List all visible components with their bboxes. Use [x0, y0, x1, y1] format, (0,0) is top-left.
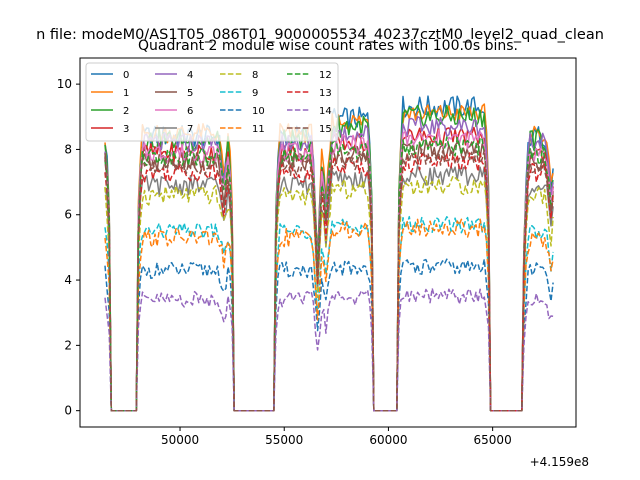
legend-label-11: 11 [252, 124, 265, 135]
legend-label-15: 15 [319, 124, 332, 135]
legend-label-5: 5 [187, 88, 193, 99]
y-axis: 0 2 4 6 8 10 [57, 77, 80, 418]
legend-label-14: 14 [319, 106, 332, 117]
legend-frame [85, 62, 339, 142]
legend-label-12: 12 [319, 70, 332, 81]
x-axis-offset-label: +4.159e8 [530, 455, 589, 469]
series-line-15 [104, 148, 554, 412]
series-line-10 [104, 258, 554, 412]
legend-label-6: 6 [187, 106, 193, 117]
legend-label-4: 4 [187, 70, 193, 81]
y-tick-label: 0 [64, 404, 72, 418]
legend-label-7: 7 [187, 124, 193, 135]
series-line-11 [104, 218, 554, 412]
series-line-7 [104, 165, 554, 412]
x-tick-label: 50000 [161, 433, 199, 447]
x-axis: 50000 55000 60000 65000 [161, 427, 512, 447]
legend-label-0: 0 [123, 70, 129, 81]
series-line-14 [104, 287, 554, 412]
series-layer [104, 95, 554, 412]
x-tick-label: 60000 [369, 433, 407, 447]
legend-label-13: 13 [319, 88, 332, 99]
series-line-8 [104, 175, 554, 412]
legend-label-9: 9 [252, 88, 258, 99]
series-line-9 [104, 215, 554, 412]
y-tick-label: 2 [64, 338, 72, 352]
series-line-6 [104, 129, 554, 412]
legend-label-1: 1 [123, 88, 129, 99]
y-tick-label: 10 [57, 77, 72, 91]
y-tick-label: 6 [64, 208, 72, 222]
x-tick-label: 65000 [474, 433, 512, 447]
chart-title: Quadrant 2 module wise count rates with … [138, 38, 518, 54]
axes-frame [79, 57, 577, 428]
legend-label-8: 8 [252, 70, 258, 81]
y-tick-label: 4 [64, 273, 72, 287]
legend-label-10: 10 [252, 106, 265, 117]
plot-area [79, 57, 577, 428]
y-tick-label: 8 [64, 142, 72, 156]
figure-suptitle: n file: modeM0/AS1T05_086T01_9000005534_… [36, 27, 604, 43]
legend-label-3: 3 [123, 124, 129, 135]
x-tick-label: 55000 [265, 433, 303, 447]
legend-label-2: 2 [123, 106, 129, 117]
